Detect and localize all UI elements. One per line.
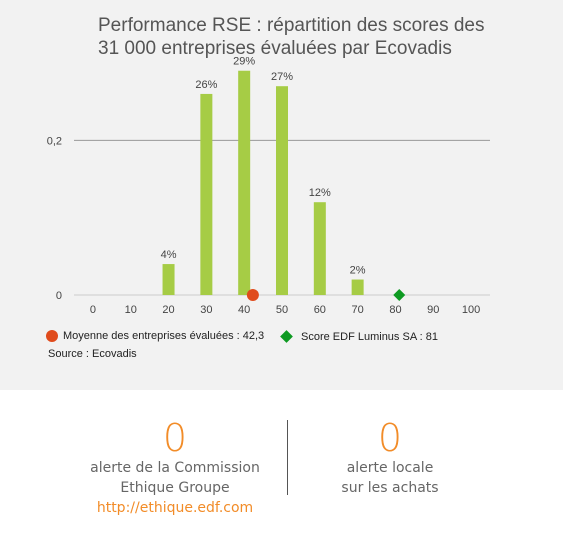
x-tick-label-90: 90 [427,304,439,316]
bar-40 [238,70,251,295]
stat-commission: 0 alerte de la Commission Ethique Groupe… [60,418,290,518]
x-tick-label-50: 50 [276,304,288,316]
x-tick-label-20: 20 [162,304,174,316]
chart-title-line-1: Performance RSE : répartition des scores… [98,15,485,36]
x-tick-label-40: 40 [238,304,250,316]
stat-commission-line-1: alerte de la Commission [90,460,260,476]
stat-local: 0 alerte locale sur les achats [290,418,490,498]
y-tick-label: 0,2 [47,135,62,147]
data-label-50: 27% [271,71,293,83]
bar-60 [313,202,326,295]
x-tick-label-0: 0 [90,304,96,316]
bar-chart: 4% 26% 29% 27% 12% 2% 0 0,2 0 10 20 30 40 50 60 70 80 90… [47,56,490,316]
x-tick-label-10: 10 [125,304,137,316]
x-tick-label-70: 70 [352,304,364,316]
legend-mean-label: Moyenne des entreprises évaluées : 42,3 [63,330,265,342]
x-tick-label-80: 80 [389,304,401,316]
bar-70 [351,279,364,295]
stats-divider [287,420,288,495]
mean-score-marker [246,289,259,301]
chart-title-line-2: 31 000 entreprises évaluées par Ecovadis [98,38,452,59]
legend-edf-label: Score EDF Luminus SA : 81 [301,331,438,343]
x-tick-label-30: 30 [200,304,212,316]
y-tick-label: 0 [56,290,62,302]
stat-commission-line-2: Ethique Groupe [120,480,230,496]
data-label-40: 29% [233,56,255,68]
ethique-link[interactable]: http://ethique.edf.com [96,500,254,516]
data-label-30: 26% [195,79,217,91]
edf-score-marker [393,289,406,301]
legend-mean-marker [46,330,58,342]
stat-local-line-2: sur les achats [341,480,439,496]
bar-30 [200,93,213,295]
data-label-60: 12% [309,187,331,199]
stat-local-value: 0 [377,416,403,460]
chart-title: Performance RSE : répartition des scores… [98,14,518,60]
x-tick-label-60: 60 [314,304,326,316]
bar-20 [162,264,175,295]
chart-source: Source : Ecovadis [48,348,137,360]
stat-local-line-1: alerte locale [346,460,434,476]
data-label-20: 4% [161,249,177,261]
x-tick-label-100: 100 [462,304,480,316]
stat-commission-value: 0 [162,416,188,460]
chart-panel: Performance RSE : répartition des scores… [0,0,563,390]
bar-50 [276,86,288,295]
data-label-70: 2% [350,265,366,277]
